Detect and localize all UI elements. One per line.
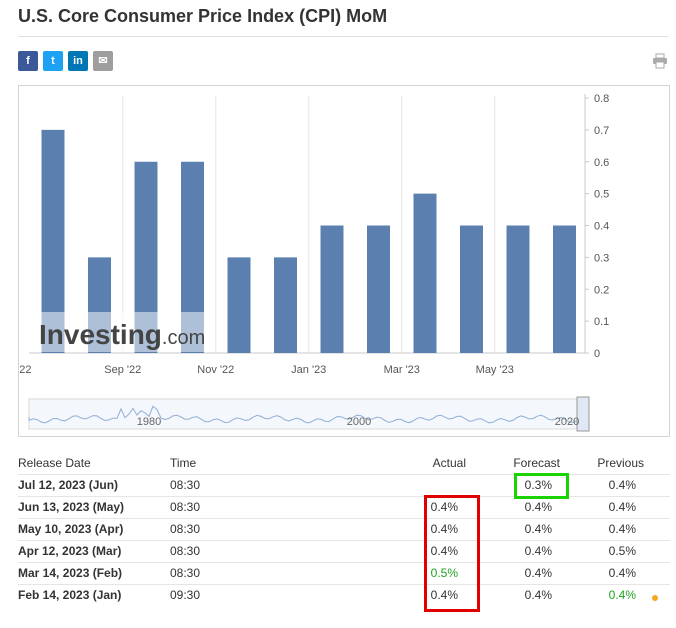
header-spacer (644, 452, 670, 474)
table-row: Feb 14, 2023 (Jan) 09:30 0.4% 0.4% 0.4% (18, 583, 670, 606)
bar-chart: 0 0.1 0.2 0.3 0.4 0.5 0.6 0.7 0.8 Investing.com Ju… (0, 93, 609, 432)
email-icon[interactable]: ✉ (93, 51, 113, 71)
y-tick-label: 0.6 (594, 157, 609, 169)
revision-dot (652, 595, 658, 601)
bar-jan-23[interactable] (320, 225, 344, 354)
bar-apr-23[interactable] (460, 225, 483, 354)
twitter-icon[interactable]: t (43, 51, 63, 71)
table-row: Mar 14, 2023 (Feb) 08:30 0.5% 0.4% 0.4% (18, 561, 670, 584)
navigator-label: 2020 (555, 416, 579, 428)
time-cell: 08:30 (170, 517, 400, 540)
bar-may-23[interactable] (506, 225, 530, 354)
linkedin-icon[interactable]: in (68, 51, 88, 71)
header-actual: Actual (432, 455, 466, 470)
previous-cell: 0.4% (560, 561, 644, 584)
time-cell: 08:30 (170, 473, 400, 496)
y-tick-label: 0.3 (594, 252, 609, 264)
forecast-cell: 0.4% (466, 561, 560, 584)
facebook-icon[interactable]: f (18, 51, 38, 71)
time-cell: 08:30 (170, 539, 400, 562)
actual-cell: 0.4% (400, 517, 466, 540)
watermark-logo: Investing.com (39, 319, 205, 350)
bar-mar-23[interactable] (413, 193, 437, 353)
x-tick-label: Nov '22 (197, 364, 234, 376)
release-date-cell: Jun 13, 2023 (May) (18, 495, 170, 518)
previous-cell: 0.4% (560, 517, 644, 540)
navigator[interactable] (28, 398, 590, 430)
y-tick-label: 0 (594, 348, 600, 360)
table-row: May 10, 2023 (Apr) 08:30 0.4% 0.4% 0.4% (18, 517, 670, 540)
navigator-label: 1980 (137, 416, 161, 428)
table-row: Apr 12, 2023 (Mar) 08:30 0.4% 0.4% 0.5% (18, 539, 670, 562)
y-tick-label: 0.2 (594, 284, 609, 296)
previous-cell: 0.4% (560, 583, 644, 606)
forecast-cell: 0.4% (466, 539, 560, 562)
time-cell: 08:30 (170, 495, 400, 518)
x-tick-label: Jan '23 (291, 364, 326, 376)
bar-nov-22[interactable] (227, 257, 251, 353)
release-date-cell: Feb 14, 2023 (Jan) (18, 583, 170, 606)
spacer-cell (644, 539, 670, 562)
spacer-cell (644, 561, 670, 584)
y-tick-label: 0.8 (594, 93, 609, 105)
forecast-cell: 0.3% (466, 473, 560, 496)
time-cell: 08:30 (170, 561, 400, 584)
navigator-label: 2000 (347, 416, 371, 428)
table-row: Jul 12, 2023 (Jun) 08:30 0.3% 0.4% (18, 473, 670, 496)
divider (18, 36, 668, 37)
release-date-cell: May 10, 2023 (Apr) (18, 517, 170, 540)
header-release-date: Release Date (18, 455, 91, 470)
spacer-cell (644, 583, 670, 606)
actual-cell (400, 473, 466, 496)
actual-cell: 0.4% (400, 583, 466, 606)
previous-cell: 0.4% (560, 473, 644, 496)
bar-sep-22[interactable] (134, 161, 158, 353)
navigator-handle[interactable] (576, 396, 590, 432)
header-forecast: Forecast (513, 455, 560, 470)
x-tick-label: Mar '23 (384, 364, 420, 376)
y-tick-label: 0.1 (594, 316, 609, 328)
table-row: Jun 13, 2023 (May) 08:30 0.4% 0.4% 0.4% (18, 495, 670, 518)
actual-cell: 0.4% (400, 539, 466, 562)
table-header-row: Release Date Time Actual Forecast Previo… (18, 452, 670, 474)
chart-container: 0 0.1 0.2 0.3 0.4 0.5 0.6 0.7 0.8 Investing.com Ju… (0, 85, 670, 437)
watermark-backdrop (39, 312, 209, 352)
x-tick-label: Jul '22 (19, 364, 31, 376)
spacer-cell (644, 517, 670, 540)
previous-cell: 0.4% (560, 495, 644, 518)
navigator-series (28, 405, 590, 424)
spacer-cell (644, 473, 670, 496)
bar-jul-22[interactable] (41, 129, 65, 353)
release-date-cell: Apr 12, 2023 (Mar) (18, 539, 170, 562)
y-tick-label: 0.4 (594, 221, 609, 233)
bar-jun-23[interactable] (553, 225, 576, 354)
spacer-cell (644, 495, 670, 518)
page-title: U.S. Core Consumer Price Index (CPI) MoM (18, 6, 388, 26)
actual-cell: 0.5% (400, 561, 466, 584)
time-cell: 09:30 (170, 583, 400, 606)
forecast-cell: 0.4% (466, 495, 560, 518)
actual-cell: 0.4% (400, 495, 466, 518)
actual-highlight-box (424, 495, 480, 612)
release-table: Release Date Time Actual Forecast Previo… (18, 452, 670, 606)
y-tick-label: 0.5 (594, 189, 609, 201)
header-time: Time (170, 455, 197, 470)
forecast-highlight-box (514, 473, 569, 499)
header-previous: Previous (597, 455, 644, 470)
x-tick-label: Sep '22 (104, 364, 141, 376)
x-tick-label: May '23 (476, 364, 514, 376)
release-date-cell: Jul 12, 2023 (Jun) (18, 473, 170, 496)
forecast-cell: 0.4% (466, 517, 560, 540)
bar-oct-22[interactable] (181, 161, 204, 353)
y-tick-label: 0.7 (594, 125, 609, 137)
bar-dec-22[interactable] (274, 257, 297, 353)
bar-feb-23[interactable] (367, 225, 390, 354)
forecast-cell: 0.4% (466, 583, 560, 606)
print-icon[interactable] (652, 53, 668, 69)
previous-cell: 0.5% (560, 539, 644, 562)
release-date-cell: Mar 14, 2023 (Feb) (18, 561, 170, 584)
